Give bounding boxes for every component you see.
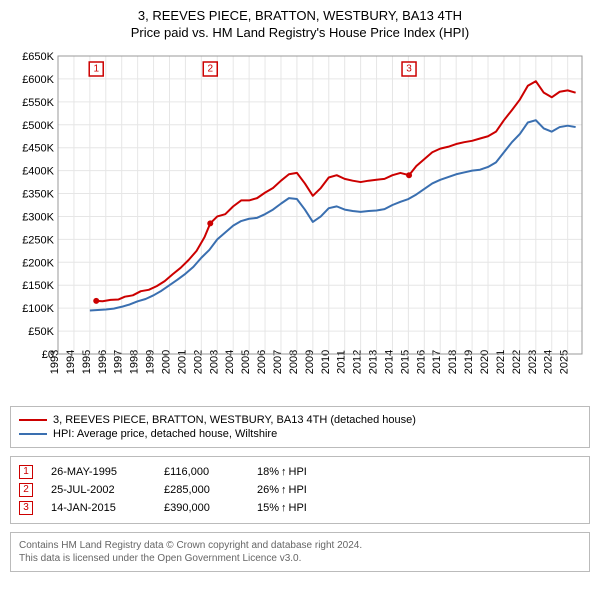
event-date: 26-MAY-1995 — [51, 466, 146, 478]
x-axis-label: 2019 — [463, 350, 475, 374]
event-hpi-label: HPI — [289, 466, 307, 478]
chart-svg: £0£50K£100K£150K£200K£250K£300K£350K£400… — [10, 48, 590, 398]
x-axis-label: 2020 — [479, 350, 491, 374]
x-axis-label: 1993 — [49, 350, 61, 374]
event-hpi: 15% HPI — [257, 502, 307, 514]
event-row: 2 25-JUL-2002 £285,000 26% HPI — [19, 481, 581, 499]
arrow-up-icon — [281, 502, 287, 514]
legend-swatch — [19, 419, 47, 421]
marker-dot-1 — [93, 298, 99, 304]
x-axis-label: 2013 — [368, 350, 380, 374]
y-axis-label: £400K — [22, 165, 54, 177]
event-hpi-label: HPI — [289, 502, 307, 514]
x-axis-label: 2022 — [511, 350, 523, 374]
event-price: £390,000 — [164, 502, 239, 514]
event-hpi-label: HPI — [289, 484, 307, 496]
legend-label: 3, REEVES PIECE, BRATTON, WESTBURY, BA13… — [53, 414, 416, 426]
event-hpi: 18% HPI — [257, 466, 307, 478]
x-axis-label: 1997 — [113, 350, 125, 374]
y-axis-label: £450K — [22, 142, 54, 154]
x-axis-label: 1996 — [97, 350, 109, 374]
x-axis-label: 2024 — [543, 350, 555, 374]
marker-label-3: 3 — [406, 63, 412, 74]
y-axis-label: £500K — [22, 120, 54, 132]
x-axis-label: 1994 — [65, 350, 77, 374]
y-axis-label: £300K — [22, 211, 54, 223]
x-axis-label: 2009 — [304, 350, 316, 374]
legend-row: HPI: Average price, detached house, Wilt… — [19, 427, 581, 441]
chart-title-line1: 3, REEVES PIECE, BRATTON, WESTBURY, BA13… — [10, 8, 590, 25]
x-axis-label: 1998 — [129, 350, 141, 374]
legend-swatch — [19, 433, 47, 435]
y-axis-label: £600K — [22, 74, 54, 86]
x-axis-label: 2023 — [527, 350, 539, 374]
marker-label-2: 2 — [207, 63, 213, 74]
legend-row: 3, REEVES PIECE, BRATTON, WESTBURY, BA13… — [19, 413, 581, 427]
event-date: 14-JAN-2015 — [51, 502, 146, 514]
x-axis-label: 2018 — [447, 350, 459, 374]
event-marker-icon: 3 — [19, 501, 33, 515]
events-table: 1 26-MAY-1995 £116,000 18% HPI 2 25-JUL-2002 £… — [10, 456, 590, 524]
x-axis-label: 2015 — [399, 350, 411, 374]
event-marker-icon: 1 — [19, 465, 33, 479]
x-axis-label: 2002 — [192, 350, 204, 374]
x-axis-label: 2001 — [176, 350, 188, 374]
legend: 3, REEVES PIECE, BRATTON, WESTBURY, BA13… — [10, 406, 590, 448]
chart-plot: £0£50K£100K£150K£200K£250K£300K£350K£400… — [10, 48, 590, 398]
x-axis-label: 2021 — [495, 350, 507, 374]
x-axis-label: 2004 — [224, 350, 236, 374]
y-axis-label: £550K — [22, 97, 54, 109]
y-axis-label: £100K — [22, 303, 54, 315]
footer-line1: Contains HM Land Registry data © Crown c… — [19, 539, 581, 552]
event-row: 1 26-MAY-1995 £116,000 18% HPI — [19, 463, 581, 481]
event-date: 25-JUL-2002 — [51, 484, 146, 496]
event-hpi-pct: 26% — [257, 484, 279, 496]
x-axis-label: 2008 — [288, 350, 300, 374]
x-axis-label: 1995 — [81, 350, 93, 374]
event-row: 3 14-JAN-2015 £390,000 15% HPI — [19, 499, 581, 517]
event-marker-icon: 2 — [19, 483, 33, 497]
chart-container: 3, REEVES PIECE, BRATTON, WESTBURY, BA13… — [0, 0, 600, 580]
chart-title-line2: Price paid vs. HM Land Registry's House … — [10, 25, 590, 42]
y-axis-label: £650K — [22, 51, 54, 63]
event-hpi: 26% HPI — [257, 484, 307, 496]
x-axis-label: 2003 — [208, 350, 220, 374]
x-axis-label: 2005 — [240, 350, 252, 374]
y-axis-label: £250K — [22, 234, 54, 246]
x-axis-label: 2006 — [256, 350, 268, 374]
attribution-footer: Contains HM Land Registry data © Crown c… — [10, 532, 590, 572]
footer-line2: This data is licensed under the Open Gov… — [19, 552, 581, 565]
y-axis-label: £150K — [22, 280, 54, 292]
event-price: £285,000 — [164, 484, 239, 496]
x-axis-label: 2007 — [272, 350, 284, 374]
x-axis-label: 2012 — [352, 350, 364, 374]
event-hpi-pct: 15% — [257, 502, 279, 514]
legend-label: HPI: Average price, detached house, Wilt… — [53, 428, 277, 440]
arrow-up-icon — [281, 466, 287, 478]
x-axis-label: 2014 — [383, 350, 395, 374]
marker-label-1: 1 — [93, 63, 99, 74]
y-axis-label: £50K — [28, 326, 54, 338]
x-axis-label: 2017 — [431, 350, 443, 374]
x-axis-label: 2016 — [415, 350, 427, 374]
event-price: £116,000 — [164, 466, 239, 478]
marker-dot-2 — [207, 220, 213, 226]
marker-dot-3 — [406, 172, 412, 178]
y-axis-label: £350K — [22, 188, 54, 200]
event-hpi-pct: 18% — [257, 466, 279, 478]
x-axis-label: 2000 — [160, 350, 172, 374]
x-axis-label: 1999 — [145, 350, 157, 374]
x-axis-label: 2010 — [320, 350, 332, 374]
y-axis-label: £200K — [22, 257, 54, 269]
x-axis-label: 2025 — [559, 350, 571, 374]
arrow-up-icon — [281, 484, 287, 496]
